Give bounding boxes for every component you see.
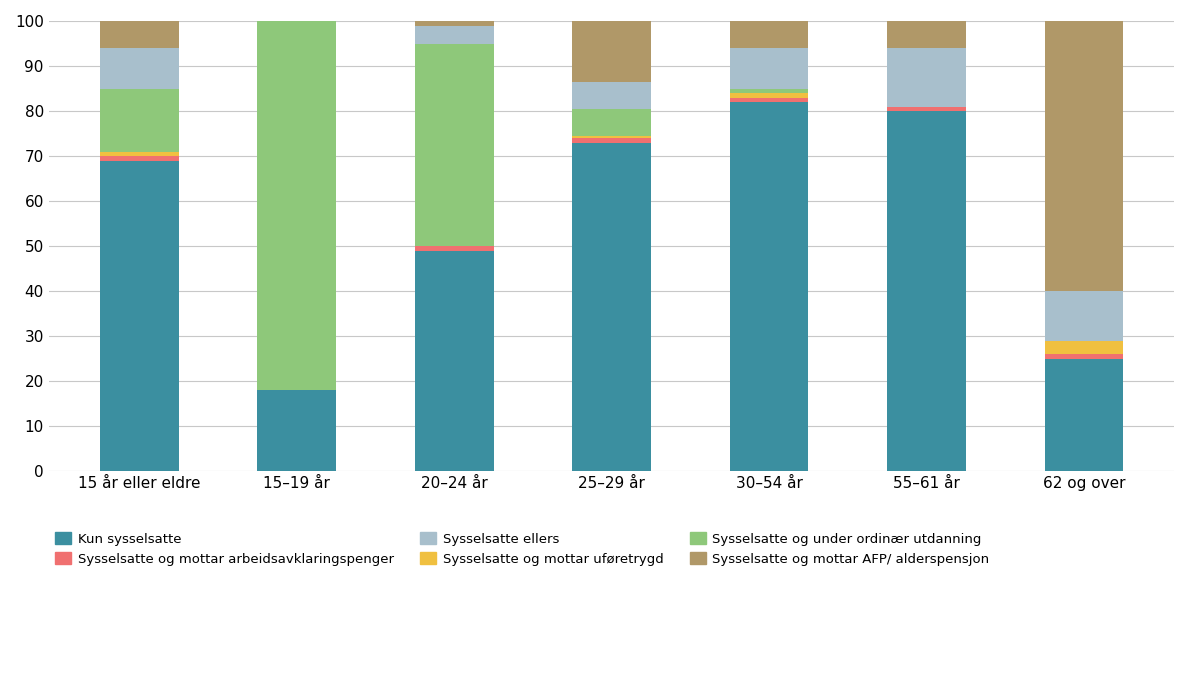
Bar	[572, 142, 650, 471]
Bar	[415, 251, 493, 471]
Bar	[730, 21, 809, 48]
Bar	[100, 161, 179, 471]
Bar	[730, 102, 809, 471]
Bar	[257, 21, 336, 391]
Bar	[730, 97, 809, 102]
Bar	[1044, 354, 1123, 359]
Bar	[887, 48, 966, 106]
Bar	[1044, 359, 1123, 471]
Bar	[415, 26, 493, 44]
Bar	[100, 156, 179, 161]
Bar	[100, 152, 179, 156]
Bar	[100, 21, 179, 48]
Bar	[730, 93, 809, 97]
Bar	[572, 21, 650, 82]
Bar	[257, 391, 336, 471]
Bar	[887, 111, 966, 471]
Legend: Kun sysselsatte, Sysselsatte og mottar arbeidsavklaringspenger, Sysselsatte elle: Kun sysselsatte, Sysselsatte og mottar a…	[55, 532, 989, 566]
Bar	[572, 109, 650, 136]
Bar	[572, 82, 650, 109]
Bar	[1044, 291, 1123, 341]
Bar	[887, 21, 966, 48]
Bar	[887, 106, 966, 111]
Bar	[730, 88, 809, 93]
Bar	[730, 48, 809, 88]
Bar	[1044, 341, 1123, 354]
Bar	[100, 88, 179, 152]
Bar	[572, 136, 650, 138]
Bar	[100, 48, 179, 88]
Bar	[415, 44, 493, 246]
Bar	[1044, 21, 1123, 291]
Bar	[415, 246, 493, 251]
Bar	[572, 138, 650, 142]
Bar	[415, 21, 493, 26]
